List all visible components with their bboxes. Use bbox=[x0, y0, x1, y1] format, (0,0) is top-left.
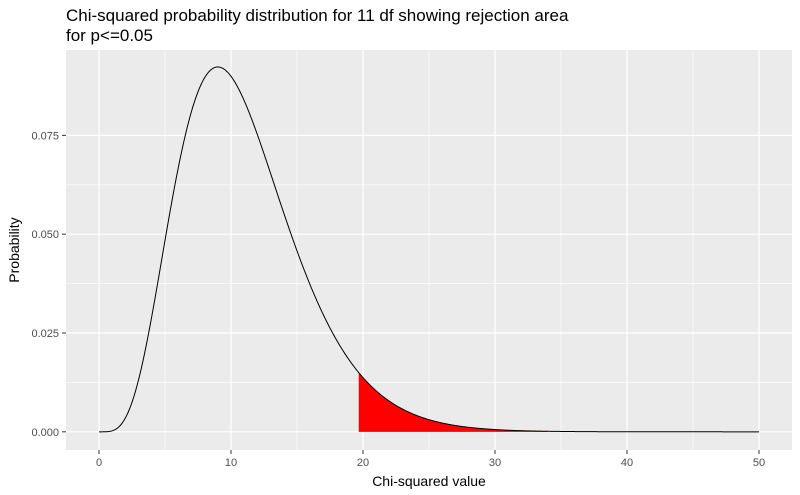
x-tick-label: 40 bbox=[621, 457, 633, 469]
y-tick-label: 0.000 bbox=[31, 427, 59, 439]
y-tick-label: 0.075 bbox=[31, 130, 59, 142]
y-axis: 0.000 0.025 0.050 0.075 bbox=[31, 130, 66, 439]
x-tick-label: 10 bbox=[225, 457, 237, 469]
chart-title-line-1: Chi-squared probability distribution for… bbox=[66, 6, 569, 25]
major-gridlines bbox=[66, 50, 792, 450]
x-tick-label: 50 bbox=[753, 457, 765, 469]
x-axis: 0 10 20 30 40 50 bbox=[96, 450, 765, 469]
density-curve bbox=[99, 66, 759, 433]
x-tick-label: 30 bbox=[489, 457, 501, 469]
y-tick-label: 0.050 bbox=[31, 229, 59, 241]
chart-title-line-2: for p<=0.05 bbox=[66, 26, 153, 45]
y-axis-title: Probability bbox=[6, 217, 22, 282]
x-tick-label: 0 bbox=[96, 457, 102, 469]
x-axis-title: Chi-squared value bbox=[372, 473, 486, 489]
minor-gridlines bbox=[66, 50, 792, 450]
chart-title: Chi-squared probability distribution for… bbox=[66, 6, 766, 46]
x-tick-label: 20 bbox=[357, 457, 369, 469]
y-tick-label: 0.025 bbox=[31, 328, 59, 340]
rejection-area bbox=[358, 372, 548, 432]
